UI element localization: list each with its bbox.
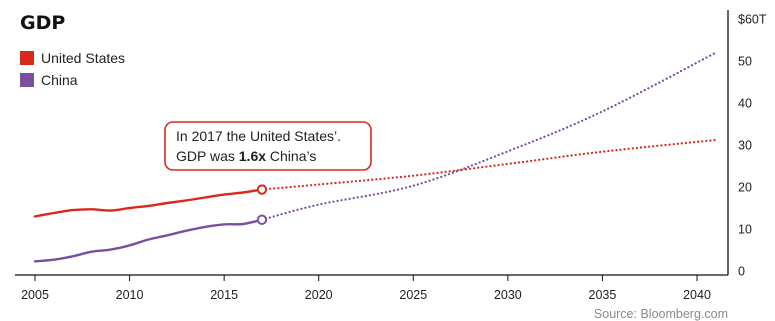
chart-title: GDP (20, 12, 65, 34)
axes: 2005 2010 2015 2020 2025 2030 2035 2040$60T5040… (15, 10, 767, 302)
callout-box (164, 121, 372, 171)
callout-line-1: In 2017 the United States’. (176, 128, 341, 144)
x-tick-label: 2030 (494, 288, 522, 302)
legend: United States China (20, 50, 125, 88)
x-tick-label: 2035 (589, 288, 617, 302)
series-line-china (33, 218, 264, 263)
y-tick-label: 20 (738, 181, 752, 195)
y-tick-label: 40 (738, 97, 752, 111)
y-tick-label: $60T (738, 13, 767, 27)
annotation-callout: In 2017 the United States’. GDP was 1.6x… (164, 121, 372, 171)
callout-line-2-post: China’s (266, 148, 316, 164)
series-projection-united-states (260, 138, 717, 191)
x-tick-label: 2010 (116, 288, 144, 302)
x-tick-label: 2040 (683, 288, 711, 302)
series-endpoint-united-states (256, 184, 268, 195)
legend-label-china: China (41, 72, 78, 88)
legend-swatch-china (20, 73, 34, 87)
x-tick-label: 2025 (399, 288, 427, 302)
x-tick-label: 2020 (305, 288, 333, 302)
callout-line-2: GDP was 1.6x China’s (176, 148, 316, 164)
x-tick-label: 2005 (21, 288, 49, 302)
source-note: Source: Bloomberg.com (594, 307, 728, 321)
series-endpoint-china (256, 214, 268, 225)
y-tick-label: 0 (738, 265, 745, 279)
x-tick-label: 2015 (210, 288, 238, 302)
y-tick-label: 10 (738, 223, 752, 237)
callout-line-2-bold: 1.6x (239, 148, 266, 164)
callout-line-2-pre: GDP was (176, 148, 239, 164)
series-layer (33, 51, 717, 263)
y-tick-label: 50 (738, 55, 752, 69)
legend-swatch-united-states (20, 51, 34, 65)
series-line-united-states (33, 188, 264, 218)
y-tick-label: 30 (738, 139, 752, 153)
legend-label-united-states: United States (41, 50, 125, 66)
